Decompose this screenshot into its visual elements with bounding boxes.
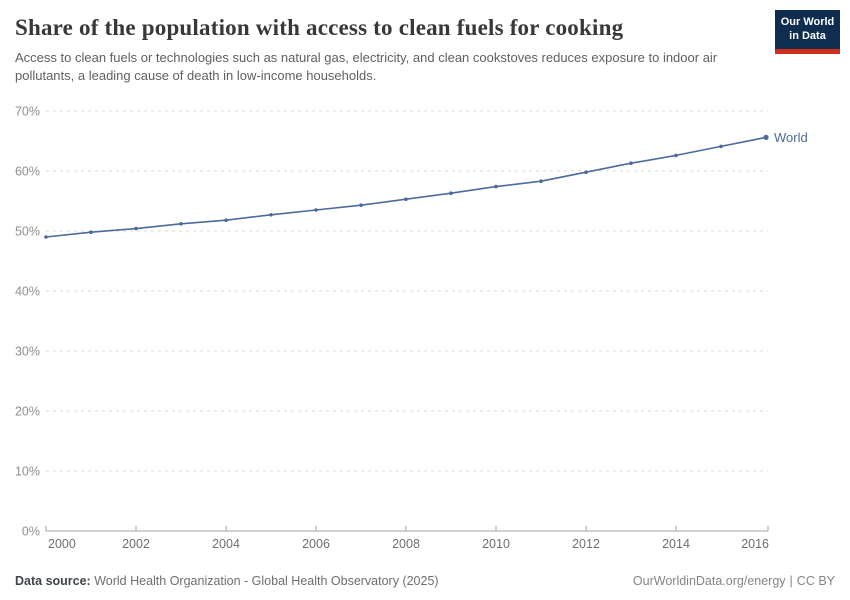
data-point xyxy=(494,184,498,189)
x-axis-tick-label: 2002 xyxy=(122,537,150,551)
chart-title: Share of the population with access to c… xyxy=(15,15,624,40)
data-point xyxy=(89,230,93,234)
y-axis-tick-label: 0% xyxy=(22,525,40,539)
data-point xyxy=(269,213,273,217)
y-axis-tick-label: 60% xyxy=(15,165,40,179)
owid-logo[interactable]: Our World in Data xyxy=(775,10,840,54)
data-point xyxy=(449,191,453,195)
chart-header: Share of the population with access to c… xyxy=(15,14,765,86)
license-badge: CC BY xyxy=(796,574,835,588)
data-point xyxy=(719,144,723,149)
x-axis-tick-label: 2012 xyxy=(572,537,600,551)
data-source-label: Data source: xyxy=(15,574,91,588)
data-point xyxy=(629,161,633,165)
y-axis-tick-label: 20% xyxy=(15,405,40,419)
data-point xyxy=(44,235,48,239)
world-series-label[interactable]: World xyxy=(774,130,808,145)
data-point xyxy=(674,153,678,158)
data-point xyxy=(134,226,138,231)
y-axis-tick-label: 10% xyxy=(15,465,40,479)
attribution-note: OurWorldinData.org/energy | CC BY xyxy=(633,574,835,588)
y-axis-tick-label: 70% xyxy=(15,105,40,119)
chart-footer: Data source: World Health Organization -… xyxy=(15,574,835,588)
x-axis-tick-label: 2014 xyxy=(662,537,690,551)
x-axis-tick-label: 2016 xyxy=(741,537,769,551)
attribution-separator: | xyxy=(789,574,793,588)
x-axis-tick-label: 2008 xyxy=(392,537,420,551)
data-point xyxy=(584,170,588,174)
chart-subtitle: Access to clean fuels or technologies su… xyxy=(15,49,718,84)
data-source-value: World Health Organization - Global Healt… xyxy=(90,574,439,588)
data-point xyxy=(404,197,408,201)
data-point xyxy=(539,179,543,183)
x-axis-tick-label: 2000 xyxy=(48,537,76,551)
data-point xyxy=(359,203,363,207)
owid-logo-line2: in Data xyxy=(789,29,826,42)
data-point xyxy=(314,208,318,212)
y-axis-tick-label: 50% xyxy=(15,225,40,239)
owid-url-link[interactable]: OurWorldinData.org/energy xyxy=(632,574,786,588)
x-axis-tick-label: 2010 xyxy=(482,537,510,551)
y-axis-tick-label: 40% xyxy=(15,285,40,299)
data-source-note: Data source: World Health Organization -… xyxy=(15,574,439,588)
x-axis-tick-label: 2004 xyxy=(212,537,240,551)
y-axis-tick-label: 30% xyxy=(15,345,40,359)
world-series-line xyxy=(45,136,767,238)
data-point xyxy=(224,218,228,222)
data-point xyxy=(763,134,769,140)
x-axis-tick-label: 2006 xyxy=(302,537,330,551)
owid-logo-line1: Our World xyxy=(780,15,835,28)
data-point xyxy=(179,222,183,226)
